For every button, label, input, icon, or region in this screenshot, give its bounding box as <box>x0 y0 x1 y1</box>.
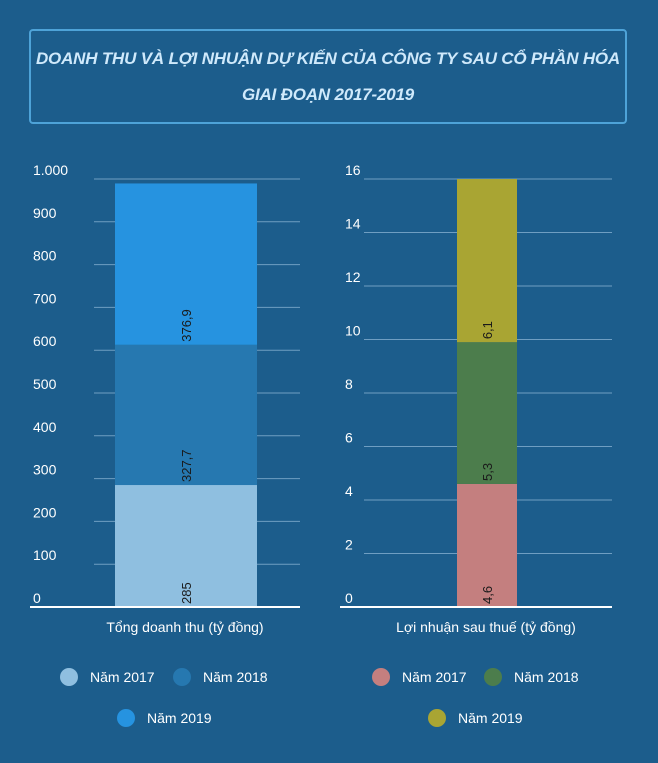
revenue-y-tick-label: 300 <box>33 462 57 478</box>
profit-y-tick-label: 10 <box>345 323 361 339</box>
revenue-bar-segment-2019 <box>115 183 257 345</box>
legend-label: Năm 2019 <box>147 710 212 726</box>
revenue-y-tick-label: 400 <box>33 419 57 435</box>
revenue-value-label-2017: 285 <box>179 582 194 604</box>
profit-y-tick-label: 2 <box>345 537 353 553</box>
profit-y-tick-label: 4 <box>345 483 353 499</box>
legend-swatch <box>173 668 191 686</box>
legend-swatch <box>117 709 135 727</box>
revenue-bar-segment-2017 <box>115 485 257 607</box>
legend-label: Năm 2017 <box>90 669 155 685</box>
legend-swatch <box>484 668 502 686</box>
profit-bar-segment-2017 <box>457 483 517 607</box>
profit-y-tick-label: 8 <box>345 376 353 392</box>
revenue-value-label-2019: 376,9 <box>179 309 194 342</box>
profit-x-axis-label: Lợi nhuận sau thuế (tỷ đồng) <box>396 619 576 635</box>
legend-swatch <box>428 709 446 727</box>
profit-y-tick-label: 16 <box>345 162 361 178</box>
revenue-y-tick-label: 100 <box>33 547 57 563</box>
legend-swatch <box>372 668 390 686</box>
profit-bar-segment-2019 <box>457 179 517 343</box>
legend-swatch <box>60 668 78 686</box>
revenue-y-tick-label: 800 <box>33 248 57 264</box>
profit-y-tick-label: 12 <box>345 269 361 285</box>
revenue-value-label-2018: 327,7 <box>179 449 194 482</box>
profit-value-label-2017: 4,6 <box>480 586 495 604</box>
legend-right-2017: Năm 2017 <box>372 668 467 686</box>
legend-label: Năm 2017 <box>402 669 467 685</box>
revenue-y-tick-label: 1.000 <box>33 162 68 178</box>
chart-title-line-1: DOANH THU VÀ LỢI NHUẬN DỰ KIẾN CỦA CÔNG … <box>35 48 620 68</box>
revenue-y-tick-label: 0 <box>33 590 41 606</box>
legend-left-2017: Năm 2017 <box>60 668 155 686</box>
legend-left-2018: Năm 2018 <box>173 668 268 686</box>
legend-label: Năm 2018 <box>203 669 268 685</box>
legend-left-2019: Năm 2019 <box>117 709 212 727</box>
profit-y-tick-label: 14 <box>345 216 361 232</box>
revenue-y-tick-label: 600 <box>33 333 57 349</box>
revenue-x-axis-label: Tổng doanh thu (tỷ đồng) <box>106 619 263 635</box>
revenue-y-tick-label: 700 <box>33 290 57 306</box>
revenue-y-tick-label: 500 <box>33 376 57 392</box>
chart-title-line-2: GIAI ĐOẠN 2017-2019 <box>242 84 414 104</box>
profit-y-tick-label: 0 <box>345 590 353 606</box>
profit-bar-segment-2018 <box>457 342 517 484</box>
chart-title-box: DOANH THU VÀ LỢI NHUẬN DỰ KIẾN CỦA CÔNG … <box>29 29 627 124</box>
legend-right-2018: Năm 2018 <box>484 668 579 686</box>
revenue-bar-segment-2018 <box>115 344 257 486</box>
legend-right-2019: Năm 2019 <box>428 709 523 727</box>
profit-y-tick-label: 6 <box>345 430 353 446</box>
profit-value-label-2019: 6,1 <box>480 321 495 339</box>
legend-label: Năm 2018 <box>514 669 579 685</box>
profit-value-label-2018: 5,3 <box>480 463 495 481</box>
legend-label: Năm 2019 <box>458 710 523 726</box>
revenue-y-tick-label: 200 <box>33 504 57 520</box>
revenue-y-tick-label: 900 <box>33 205 57 221</box>
